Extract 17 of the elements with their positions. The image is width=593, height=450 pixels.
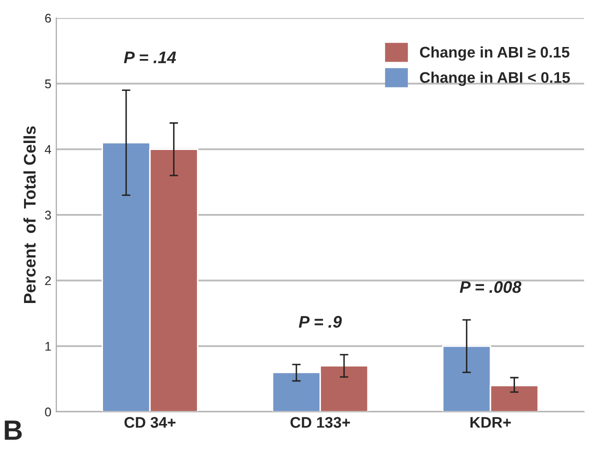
x-tick-label: CD 133+ [290, 417, 350, 428]
y-tick-label: 6 [45, 14, 51, 23]
y-tick-label: 2 [45, 276, 51, 286]
y-axis-title: Percent of Total Cells [23, 126, 36, 303]
legend-label: Change in ABI ≥ 0.15 [420, 46, 570, 61]
y-tick-label: 5 [45, 80, 51, 88]
annotation: P = .9 [298, 316, 342, 328]
x-tick-label: KDR+ [470, 417, 511, 428]
text: B [4, 420, 22, 440]
y-tick-label: 0 [45, 408, 51, 416]
x-tick-label: CD 34+ [124, 417, 176, 428]
y-tick-label: 4 [44, 145, 52, 154]
annotation: P = .14 [124, 52, 176, 64]
y-tick-label: 3 [45, 210, 51, 220]
y-tick-label: 1 [45, 342, 51, 351]
annotation: P = .008 [460, 281, 522, 293]
legend-label: Change in ABI < 0.15 [420, 72, 570, 86]
